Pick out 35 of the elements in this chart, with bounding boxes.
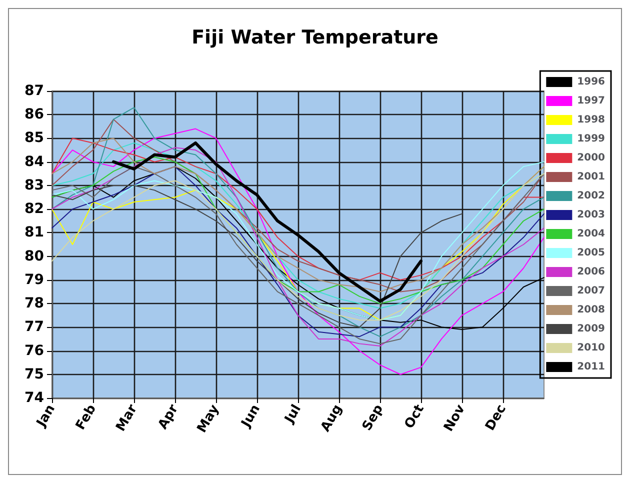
y-tick-label: 83 xyxy=(24,177,44,194)
y-tick-label: 74 xyxy=(24,390,44,406)
legend-label: 2010 xyxy=(577,342,606,354)
y-tick-label: 87 xyxy=(24,83,44,99)
legend-label: 2007 xyxy=(577,286,606,296)
legend-label: 2003 xyxy=(577,210,606,220)
legend-label: 2006 xyxy=(577,266,606,278)
x-tick-label: Jul xyxy=(282,402,304,427)
line-series xyxy=(52,184,462,328)
legend-label: 1996 xyxy=(577,76,606,88)
legend-label: 1997 xyxy=(577,96,606,106)
legend-label: 2009 xyxy=(577,324,606,334)
y-tick-label: 86 xyxy=(24,106,44,123)
legend-label: 2005 xyxy=(577,248,606,258)
line-series xyxy=(52,128,544,375)
y-tick-label: 82 xyxy=(24,201,44,218)
y-tick-label: 77 xyxy=(24,319,44,336)
legend-label: 2004 xyxy=(577,228,606,240)
y-tick-label: 78 xyxy=(24,296,44,312)
legend-label: 1999 xyxy=(577,134,606,144)
y-tick-label: 84 xyxy=(24,154,44,170)
legend-label: 2001 xyxy=(577,172,606,182)
y-tick-label: 81 xyxy=(24,224,44,241)
y-tick-label: 75 xyxy=(24,366,44,382)
line-series xyxy=(112,141,422,303)
chart-title: Fiji Water Temperature xyxy=(192,26,438,48)
legend-label: 2000 xyxy=(577,152,606,164)
y-tick-label: 76 xyxy=(24,342,44,359)
y-tick-label: 85 xyxy=(24,130,44,146)
legend-label: 2002 xyxy=(577,190,606,202)
y-tick-label: 79 xyxy=(24,272,44,288)
y-tick-label: 80 xyxy=(24,248,44,264)
legend-label: 2008 xyxy=(577,304,606,316)
legend-label: 2011 xyxy=(577,362,606,372)
legend-label: 1998 xyxy=(577,114,606,126)
